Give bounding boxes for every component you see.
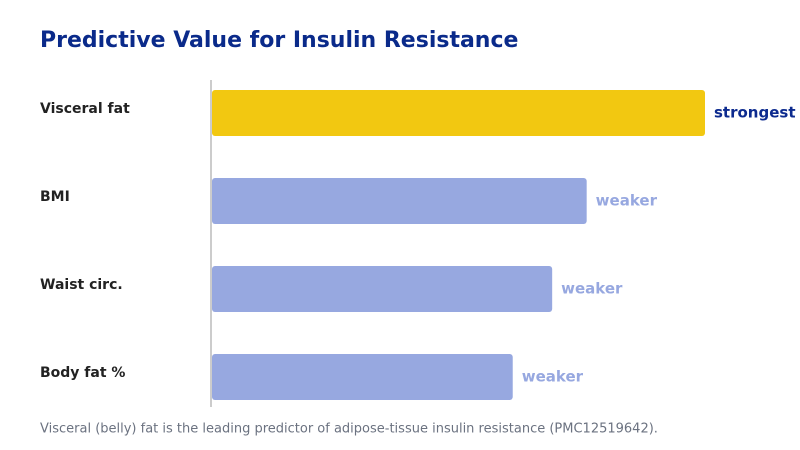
- chart-title: Predictive Value for Insulin Resistance: [40, 28, 518, 53]
- value-label: weaker: [596, 192, 658, 210]
- bar: [212, 178, 587, 224]
- bar: [212, 266, 553, 312]
- value-label: weaker: [561, 280, 623, 298]
- value-label: weaker: [522, 368, 584, 386]
- category-label: Body fat %: [40, 365, 125, 381]
- category-label: Waist circ.: [40, 277, 123, 293]
- value-label: strongest: [714, 104, 796, 122]
- bar: [212, 90, 705, 136]
- category-label: Visceral fat: [40, 101, 130, 117]
- footnote: Visceral (belly) fat is the leading pred…: [40, 422, 658, 437]
- category-label: BMI: [40, 189, 70, 205]
- bar: [212, 354, 513, 400]
